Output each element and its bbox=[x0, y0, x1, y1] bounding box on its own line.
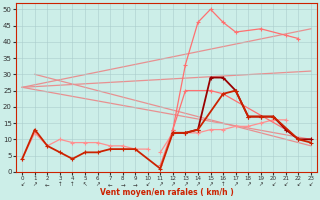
X-axis label: Vent moyen/en rafales ( km/h ): Vent moyen/en rafales ( km/h ) bbox=[100, 188, 234, 197]
